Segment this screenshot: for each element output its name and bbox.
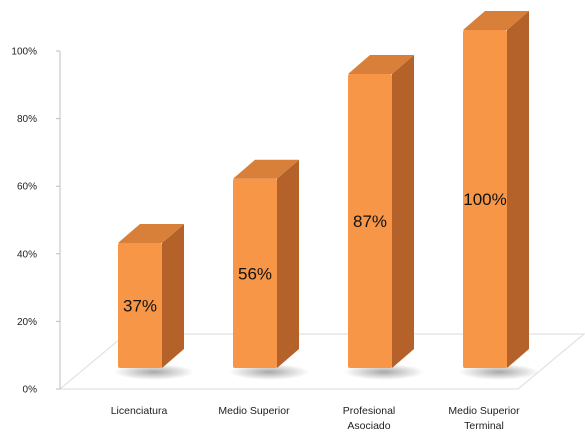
- x-category-label-line: Medio Superior: [448, 405, 520, 417]
- bar-side-face: [162, 223, 184, 368]
- bar-front-face: [348, 73, 392, 368]
- x-category-label: Medio Superior Terminal: [448, 405, 520, 432]
- x-category-label-line: Terminal: [464, 420, 504, 432]
- y-tick-label: 20%: [17, 317, 37, 328]
- bar-data-label: 87%: [353, 212, 387, 231]
- x-category-label-line: Medio Superior: [218, 405, 290, 417]
- bar-data-label: 56%: [238, 264, 272, 283]
- y-tick-label: 0%: [23, 385, 38, 396]
- bar-side-face: [507, 11, 529, 368]
- bars: 37% 56% 87% 100%: [114, 11, 539, 380]
- x-category-label-line: Asociado: [347, 420, 390, 432]
- bar-4: 100%: [459, 11, 539, 380]
- chart-floor: [58, 333, 585, 390]
- x-category-label: Profesional Asociado: [343, 405, 396, 432]
- bar-front-face: [463, 30, 507, 368]
- bar-front-face: [118, 242, 162, 368]
- bar-top-face: [233, 159, 299, 179]
- bar-data-label: 37%: [123, 296, 157, 315]
- x-category-label-line: Profesional: [343, 405, 396, 417]
- bar-top-face: [118, 223, 184, 243]
- y-tick-label: 40%: [17, 249, 37, 260]
- bar-2: 56%: [229, 159, 309, 380]
- x-axis-labels: Licenciatura Medio Superior Profesional Aso…: [111, 405, 520, 432]
- bar-data-label: 100%: [463, 190, 506, 209]
- y-axis: 0% 20% 40% 60% 80% 100%: [11, 47, 61, 396]
- bar-top-face: [463, 11, 529, 30]
- x-category-label: Medio Superior: [218, 405, 290, 417]
- y-tick-label: 100%: [11, 47, 37, 58]
- bar-side-face: [277, 159, 299, 368]
- x-category-label-line: Licenciatura: [111, 405, 168, 417]
- bar-top-face: [348, 54, 414, 74]
- bar-side-face: [392, 54, 414, 368]
- bar-1: 37%: [114, 223, 194, 380]
- bar-3: 87%: [344, 54, 424, 380]
- y-tick-label: 60%: [17, 182, 37, 193]
- x-category-label: Licenciatura: [111, 405, 168, 417]
- y-tick-label: 80%: [17, 114, 37, 125]
- floor-plane: [58, 333, 585, 390]
- bar-front-face: [233, 178, 277, 368]
